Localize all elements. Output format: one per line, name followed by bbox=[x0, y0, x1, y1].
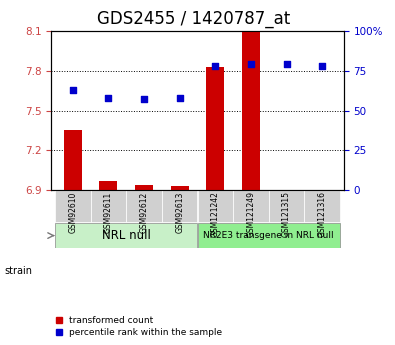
Point bbox=[141, 97, 147, 102]
Bar bbox=[55, 223, 198, 248]
Bar bbox=[198, 190, 233, 222]
Bar bbox=[55, 190, 90, 222]
Bar bbox=[198, 223, 340, 248]
Bar bbox=[242, 32, 260, 190]
Legend: transformed count, percentile rank within the sample: transformed count, percentile rank withi… bbox=[56, 316, 222, 337]
Bar bbox=[162, 190, 198, 222]
Text: GSM92613: GSM92613 bbox=[175, 191, 184, 233]
Text: GSM121316: GSM121316 bbox=[318, 191, 327, 237]
Text: GSM92610: GSM92610 bbox=[68, 191, 77, 233]
Point bbox=[177, 95, 183, 101]
Text: GSM92611: GSM92611 bbox=[104, 191, 113, 233]
Point bbox=[212, 63, 218, 69]
Bar bbox=[269, 190, 305, 222]
Text: strain: strain bbox=[4, 266, 32, 276]
Bar bbox=[90, 190, 126, 222]
Bar bbox=[64, 130, 82, 190]
Bar bbox=[135, 185, 153, 190]
Text: GSM121242: GSM121242 bbox=[211, 191, 220, 237]
Bar bbox=[233, 190, 269, 222]
Text: GSM92612: GSM92612 bbox=[139, 191, 149, 233]
Bar bbox=[171, 186, 188, 190]
Point bbox=[284, 62, 290, 67]
Point bbox=[319, 63, 325, 69]
Bar bbox=[305, 190, 340, 222]
Text: GSM121315: GSM121315 bbox=[282, 191, 291, 237]
Point bbox=[248, 62, 254, 67]
Text: NRL null: NRL null bbox=[102, 229, 150, 242]
Bar bbox=[207, 67, 224, 190]
Text: NR2E3 transgene in NRL null: NR2E3 transgene in NRL null bbox=[203, 231, 334, 240]
Point bbox=[70, 87, 76, 93]
Text: GSM121249: GSM121249 bbox=[246, 191, 256, 237]
Point bbox=[105, 95, 111, 101]
Bar bbox=[126, 190, 162, 222]
Bar bbox=[100, 181, 117, 190]
Text: GDS2455 / 1420787_at: GDS2455 / 1420787_at bbox=[97, 10, 290, 28]
